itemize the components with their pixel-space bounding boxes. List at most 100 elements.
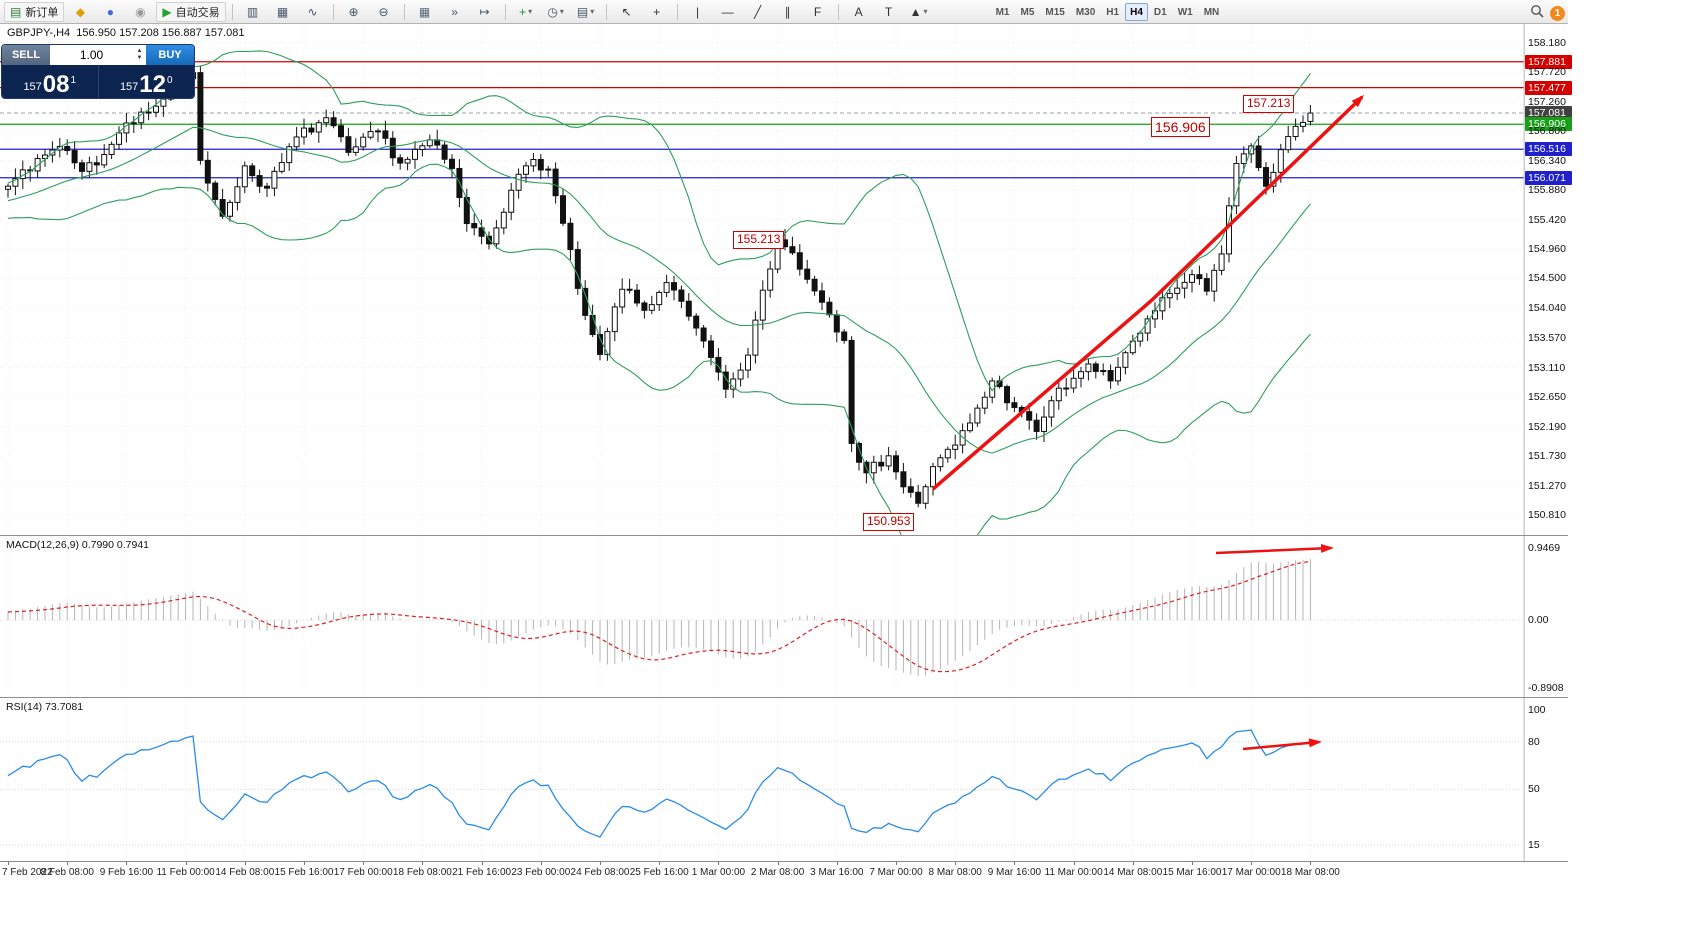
time-axis-tick <box>304 862 305 865</box>
bar-chart-icon-glyph: ▥ <box>246 4 259 19</box>
time-axis-tick <box>481 862 483 865</box>
candlestick-chart-icon[interactable]: ▦ <box>269 2 297 22</box>
time-axis-label: 24 Feb 08:00 <box>570 867 630 878</box>
time-axis-tick <box>718 862 720 865</box>
crosshair-icon-glyph: + <box>653 4 661 19</box>
price-axis-border <box>1524 24 1525 861</box>
horizontal-line-icon-glyph: — <box>721 4 734 19</box>
auto-scroll-icon[interactable]: » <box>441 2 469 22</box>
timeframe-h4-button[interactable]: H4 <box>1125 2 1148 21</box>
fibonacci-icon[interactable]: F <box>804 2 832 22</box>
vertical-line-icon[interactable]: | <box>684 2 712 22</box>
zoom-in-icon-glyph: ⊕ <box>348 4 359 19</box>
time-axis-tick <box>8 862 9 865</box>
zoom-out-icon[interactable]: ⊖ <box>370 2 398 22</box>
caret-icon: ▾ <box>528 7 533 16</box>
zoom-in-icon[interactable]: ⊕ <box>340 2 368 22</box>
time-axis-tick <box>1310 862 1312 865</box>
macd-indicator-panel[interactable] <box>0 536 1568 697</box>
bid-big: 08 <box>42 70 70 98</box>
price-annotation-box[interactable]: 157.213 <box>1243 95 1295 113</box>
ask-sup: 0 <box>167 75 173 86</box>
rsi-label: RSI(14) 73.7081 <box>6 701 84 713</box>
alerts-icon[interactable]: ◉ <box>126 2 154 22</box>
timeframe-m15-button[interactable]: M15 <box>1045 6 1065 18</box>
channel-icon-glyph: ∥ <box>784 4 791 19</box>
macd-label: MACD(12,26,9) 0.7990 0.7941 <box>6 539 150 551</box>
panel-separator[interactable] <box>0 535 1568 536</box>
trendline-icon-glyph: ╱ <box>753 4 762 19</box>
time-axis-tick <box>244 862 246 865</box>
price-annotation-box[interactable]: 156.906 <box>1151 117 1210 138</box>
crosshair-icon[interactable]: + <box>643 2 671 22</box>
timeframe-m30-button[interactable]: M30 <box>1075 6 1096 18</box>
chart-shift-icon-glyph: ↦ <box>479 4 490 19</box>
accounts-icon-glyph: ● <box>106 4 114 19</box>
bid-small: 157 <box>23 81 42 93</box>
time-axis-label: 3 Mar 16:00 <box>810 867 864 878</box>
timeframe-m1-button[interactable]: M1 <box>995 6 1010 18</box>
new-order-button[interactable]: ▤ 新订单 <box>4 1 65 22</box>
price-annotation-box[interactable]: 155.213 <box>733 231 785 249</box>
time-axis-label: 9 Feb 16:00 <box>99 867 154 878</box>
one-click-trading-panel: SELL ▲ ▼ BUY 157 08 1 157 <box>2 45 194 98</box>
volume-stepper[interactable]: ▲ ▼ <box>133 48 146 61</box>
buy-button[interactable]: BUY <box>146 45 194 65</box>
timeframe-mn-button[interactable]: MN <box>1203 6 1220 18</box>
autotrade-button[interactable]: ▶ 自动交易 <box>156 1 226 22</box>
autotrade-glyph: ▶ <box>162 4 172 19</box>
time-axis-tick <box>1192 862 1193 865</box>
notification-badge[interactable]: 1 <box>1550 6 1565 21</box>
periods-icon[interactable]: ◷ ▾ <box>542 2 570 22</box>
timeframe-h1-button[interactable]: H1 <box>1106 6 1120 18</box>
trendline-icon[interactable]: ╱ <box>744 2 772 22</box>
volume-input[interactable] <box>50 46 133 64</box>
stepper-down-icon[interactable]: ▼ <box>136 55 143 61</box>
cursor-icon[interactable]: ↖ <box>613 2 641 22</box>
caret-icon: ▾ <box>559 7 564 16</box>
templates-icon-glyph: ▤ <box>576 4 589 19</box>
chart-ohlc-header: GBPJPY-,H4 156.950 157.208 156.887 157.0… <box>7 27 245 39</box>
label-icon-glyph: T <box>884 4 893 19</box>
time-axis-label: 23 Feb 00:00 <box>511 867 571 878</box>
price-annotation-box[interactable]: 150.953 <box>863 513 915 531</box>
horizontal-line-icon[interactable]: — <box>714 2 742 22</box>
charts-icon[interactable]: ◆ <box>66 2 94 22</box>
chart-shift-icon[interactable]: ↦ <box>471 2 499 22</box>
search-icon[interactable] <box>1530 4 1544 23</box>
timeframe-w1-button[interactable]: W1 <box>1177 6 1193 18</box>
indicators-icon[interactable]: + ▾ <box>512 2 540 22</box>
time-axis-tick <box>422 862 424 865</box>
line-chart-icon-glyph: ∿ <box>307 4 318 19</box>
time-axis-tick <box>540 862 542 865</box>
channel-icon[interactable]: ∥ <box>774 2 802 22</box>
bar-chart-icon[interactable]: ▥ <box>239 2 267 22</box>
caret-icon: ▾ <box>590 7 595 16</box>
time-axis-tick <box>1073 862 1075 865</box>
line-chart-icon[interactable]: ∿ <box>299 2 327 22</box>
time-axis-tick <box>1251 862 1253 865</box>
tile-windows-icon[interactable]: ▦ <box>411 2 439 22</box>
time-axis-label: 11 Mar 00:00 <box>1044 867 1103 878</box>
sell-button[interactable]: SELL <box>2 45 50 65</box>
time-axis-tick <box>363 862 365 865</box>
accounts-icon[interactable]: ● <box>96 2 124 22</box>
timeframe-m5-button[interactable]: M5 <box>1020 6 1035 18</box>
templates-icon[interactable]: ▤ ▾ <box>572 2 600 22</box>
label-icon[interactable]: T <box>875 2 903 22</box>
time-axis-tick <box>777 862 779 865</box>
time-axis-tick <box>185 862 187 865</box>
text-icon[interactable]: A <box>845 2 873 22</box>
stepper-up-icon[interactable]: ▲ <box>136 48 143 55</box>
time-axis-label: 7 Mar 00:00 <box>869 867 923 878</box>
time-axis-label: 18 Mar 08:00 <box>1280 867 1340 878</box>
zoom-out-icon-glyph: ⊖ <box>378 4 389 19</box>
shapes-icon[interactable]: ▲ ▾ <box>905 2 933 22</box>
time-axis[interactable]: 7 Feb 2022 8 Feb 08:00 9 Feb 16:00 11 Feb 0… <box>0 861 1568 886</box>
timeframe-d1-button[interactable]: D1 <box>1153 6 1167 18</box>
time-axis-label: 18 Feb 08:00 <box>392 867 452 878</box>
ask-price[interactable]: 157 12 0 <box>97 65 195 98</box>
bid-price[interactable]: 157 08 1 <box>2 65 98 98</box>
panel-separator[interactable] <box>0 697 1568 698</box>
